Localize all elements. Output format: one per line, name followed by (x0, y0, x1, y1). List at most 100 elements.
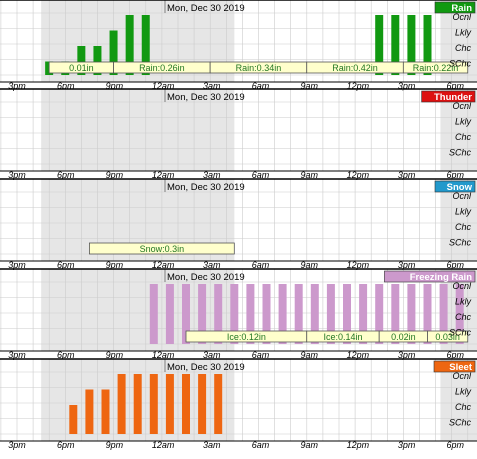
bar-freezing-rain (343, 284, 351, 344)
bar-rain (375, 15, 384, 75)
type-badge-label: Thunder (434, 92, 472, 103)
bar-sleet (149, 374, 158, 434)
time-tick-label: 3pm (8, 260, 26, 270)
time-tick-label: 12am (152, 170, 175, 180)
time-tick-label: 6am (252, 81, 270, 91)
time-tick-label: 9pm (106, 81, 124, 91)
probability-label: Ocnl (452, 12, 472, 22)
time-tick-label: 12pm (347, 350, 370, 360)
time-tick-label: 6pm (447, 81, 465, 91)
time-tick-label: 3pm (8, 440, 26, 450)
amount-label: 0.01in (69, 63, 94, 73)
bar-rain (77, 46, 86, 75)
bar-freezing-rain (375, 284, 384, 344)
type-badge (384, 270, 476, 283)
probability-label: SChc (449, 59, 472, 69)
time-tick-label: 6pm (447, 170, 465, 180)
time-tick-label: 12pm (347, 260, 370, 270)
bar-freezing-rain (294, 284, 303, 344)
bar-rain (125, 15, 134, 75)
bar-sleet (198, 374, 207, 434)
probability-label: SChc (449, 148, 472, 158)
bar-freezing-rain (310, 284, 319, 344)
bar-sleet (117, 374, 126, 434)
time-tick-label: 9pm (106, 350, 124, 360)
probability-label: Ocnl (452, 371, 472, 381)
time-tick-label: 6pm (447, 260, 465, 270)
panel-freezing-rain: Ice:0.12in Ice:0.14in 0.02in 0.03in Mon, Dec… (0, 268, 477, 360)
type-badge-label: Rain (451, 3, 472, 14)
amount-label: Ice:0.14in (323, 332, 362, 342)
panel-snow: Snow:0.3in Mon, Dec 30 2019 Ocnl Lkly Chc SCh… (0, 178, 477, 270)
bar-sleet (69, 405, 78, 434)
time-tick-label: 9am (300, 170, 318, 180)
probability-label: Chc (455, 312, 472, 322)
time-tick-label: 6pm (447, 350, 465, 360)
probability-label: SChc (449, 238, 472, 248)
bar-sleet (85, 389, 94, 434)
date-label: Mon, Dec 30 2019 (167, 92, 245, 103)
type-badge (434, 180, 476, 193)
bar-freezing-rain (391, 284, 400, 344)
date-label: Mon, Dec 30 2019 (167, 182, 245, 193)
amount-box (89, 242, 235, 255)
time-tick-label: 3pm (398, 170, 416, 180)
time-tick-label: 12am (152, 260, 175, 270)
time-tick-label: 3am (203, 440, 221, 450)
bar-freezing-rain (182, 284, 190, 344)
time-tick-label: 12am (152, 440, 175, 450)
bar-rain (109, 30, 118, 75)
bar-freezing-rain (165, 284, 174, 344)
time-tick-label: 3pm (398, 440, 416, 450)
probability-label: Ocnl (452, 281, 472, 291)
probability-label: Chc (455, 132, 472, 142)
bar-rain (423, 15, 432, 75)
amount-label: Rain:0.42in (332, 63, 378, 73)
bar-freezing-rain (149, 284, 158, 344)
type-badge (433, 360, 476, 373)
bar-sleet (101, 389, 110, 434)
probability-label: Lkly (455, 207, 472, 217)
date-label: Mon, Dec 30 2019 (167, 362, 245, 373)
panel-rain: 0.01in Rain:0.26in Rain:0.34in Rain:0.42in R… (0, 0, 477, 91)
time-tick-label: 6am (252, 440, 270, 450)
time-tick-label: 6am (252, 170, 270, 180)
night-shade (41, 89, 235, 171)
time-tick-label: 6pm (57, 440, 75, 450)
night-shade-right (440, 359, 477, 441)
bar-sleet (165, 374, 174, 434)
type-badge-label: Sleet (449, 362, 473, 373)
time-tick-label: 9am (300, 350, 318, 360)
time-tick-label: 6pm (57, 170, 75, 180)
bar-freezing-rain (359, 284, 368, 344)
time-tick-label: 3pm (398, 81, 416, 91)
bar-freezing-rain (407, 284, 416, 344)
bar-freezing-rain (246, 284, 255, 344)
time-tick-label: 9pm (106, 260, 124, 270)
probability-label: Chc (455, 402, 472, 412)
bar-rain (407, 15, 416, 75)
time-tick-label: 9am (300, 81, 318, 91)
amount-label: Ice:0.12in (227, 332, 266, 342)
probability-label: SChc (449, 418, 472, 428)
bar-rain (141, 15, 150, 75)
bar-freezing-rain (455, 284, 464, 344)
probability-label: Lkly (455, 387, 472, 397)
probability-label: Ocnl (452, 101, 472, 111)
amount-label: 0.03in (435, 332, 460, 342)
amount-box (427, 330, 469, 343)
amount-label: Snow:0.3in (140, 244, 185, 254)
time-tick-label: 6pm (57, 350, 75, 360)
time-tick-label: 6pm (57, 81, 75, 91)
bar-freezing-rain (439, 284, 448, 344)
time-tick-label: 12pm (347, 170, 370, 180)
type-badge-label: Snow (447, 182, 473, 193)
time-tick-label: 3am (203, 350, 221, 360)
amount-label: Rain:0.34in (236, 63, 282, 73)
panel-thunder: Mon, Dec 30 2019 Ocnl Lkly Chc SChc Thunder 3p… (0, 88, 477, 180)
time-tick-label: 3pm (8, 350, 26, 360)
probability-label: Chc (455, 222, 472, 232)
type-badge (421, 90, 476, 103)
